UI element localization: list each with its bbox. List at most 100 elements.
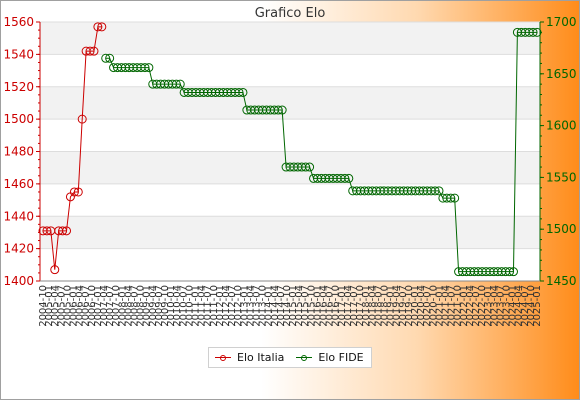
x-tick-label: 2019-07 [398,285,409,327]
x-tick-label: 2007-04 [99,285,110,327]
x-tick-label: 2009-01 [142,285,153,327]
x-tick-label: 2012-04 [221,285,232,327]
x-tick-label: 2012-07 [227,285,238,327]
legend-label-elo-italia: Elo Italia [237,351,285,364]
x-tick-label: 2013-10 [258,285,269,327]
point-elo-italia [62,226,72,236]
x-tick-label: 2023-04 [489,285,500,327]
x-tick-label: 2007-07 [105,285,116,327]
legend-swatch-elo-fide [296,353,313,363]
x-tick-label: 2022-01 [459,285,470,327]
left-tick-label: 1420 [3,242,34,256]
x-tick-label: 2022-04 [465,285,476,327]
series-elo-fide [101,27,542,277]
left-tick-label: 1560 [3,15,34,29]
point-elo-italia [77,114,87,124]
x-tick-label: 2012-01 [215,285,226,327]
x-tick-label: 2008-07 [129,285,140,327]
x-tick-label: 2014-04 [270,285,281,327]
right-axis-ticks: 1450 1500 1550 1600 1650 1700 [540,15,577,288]
x-tick-label: 2010-04 [172,285,183,327]
x-tick-label: 2019-10 [404,285,415,327]
x-tick-label: 2015-10 [306,285,317,327]
right-tick-label: 1500 [546,222,577,236]
grid-band [40,216,540,249]
x-tick-label: 2007-01 [93,285,104,327]
left-tick-label: 1400 [3,274,34,288]
point-elo-fide [140,63,150,73]
x-tick-label: 2018-04 [367,285,378,327]
x-tick-label: 2008-04 [123,285,134,327]
x-tick-label: 2024-01 [508,285,519,327]
x-tick-label: 2017-01 [337,285,348,327]
point-elo-fide [277,105,287,115]
right-tick-label: 1450 [546,274,577,288]
x-tick-label: 2008-01 [117,285,128,327]
point-elo-italia [85,46,95,56]
x-tick-label: 2007-10 [111,285,122,327]
x-tick-label: 2024-04 [514,285,525,327]
x-tick-label: 2017-04 [343,285,354,327]
x-tick-label: 2017-07 [349,285,360,327]
x-tick-label: 2013-07 [251,285,262,327]
x-tick-label: 2006-07 [81,285,92,327]
point-elo-fide [505,267,515,277]
x-tick-label: 2012-10 [233,285,244,327]
legend-swatch-elo-italia [215,353,231,363]
x-tick-label: 2016-10 [331,285,342,327]
x-tick-label: 2021-10 [453,285,464,327]
x-tick-label: 2015-07 [300,285,311,327]
left-tick-label: 1440 [3,209,34,223]
x-tick-label: 2022-07 [471,285,482,327]
left-tick-label: 1480 [3,145,34,159]
x-tick-label: 2011-07 [203,285,214,327]
grid-band [40,22,540,55]
x-tick-label: 2019-01 [386,285,397,327]
x-tick-label: 2006-01 [68,285,79,327]
point-elo-fide [344,173,354,183]
point-elo-fide [234,87,244,97]
x-tick-label: 2011-04 [197,285,208,327]
left-axis-ticks: 1400 1420 1440 1460 1480 1500 1520 1540 1560 [3,15,40,288]
point-elo-fide [532,27,542,37]
x-tick-label: 2005-07 [56,285,67,327]
x-tick-label: 2020-10 [428,285,439,327]
point-elo-italia [93,22,103,32]
point-elo-fide [101,53,111,63]
point-elo-fide [450,193,460,203]
x-tick-label: 2015-01 [288,285,299,327]
x-tick-label: 2009-04 [148,285,159,327]
x-tick-label: 2008-10 [136,285,147,327]
x-tick-label: 2010-01 [166,285,177,327]
point-elo-fide [171,79,181,89]
legend-label-elo-fide: Elo FIDE [318,351,364,364]
x-tick-label: 2018-10 [380,285,391,327]
x-tick-label: 2018-01 [361,285,372,327]
x-tick-label: 2010-10 [184,285,195,327]
x-tick-label: 2005-01 [44,285,55,327]
left-tick-label: 1520 [3,80,34,94]
point-elo-italia [69,187,79,197]
series-layer [38,22,542,277]
point-elo-fide [434,186,444,196]
point-elo-fide [508,267,518,277]
x-tick-label: 2006-04 [75,285,86,327]
x-tick-label: 2017-10 [355,285,366,327]
x-tick-label: 2009-07 [154,285,165,327]
x-tick-label: 2023-10 [502,285,513,327]
left-tick-label: 1460 [3,177,34,191]
chart-title: Grafico Elo [255,6,326,21]
legend-item-elo-italia[interactable]: Elo Italia [215,351,284,364]
legend-item-elo-fide[interactable]: Elo FIDE [296,351,364,364]
x-tick-label: 2009-10 [160,285,171,327]
grid-band [40,86,540,120]
x-tick-label: 2021-07 [447,285,458,327]
plot-background [40,22,540,281]
point-elo-fide [430,186,440,196]
point-elo-italia [50,265,60,275]
right-tick-label: 1600 [546,119,577,133]
x-tick-label: 2015-04 [294,285,305,327]
point-elo-italia [97,22,107,32]
point-elo-fide [273,105,283,115]
series-line-elo-italia [43,26,102,270]
